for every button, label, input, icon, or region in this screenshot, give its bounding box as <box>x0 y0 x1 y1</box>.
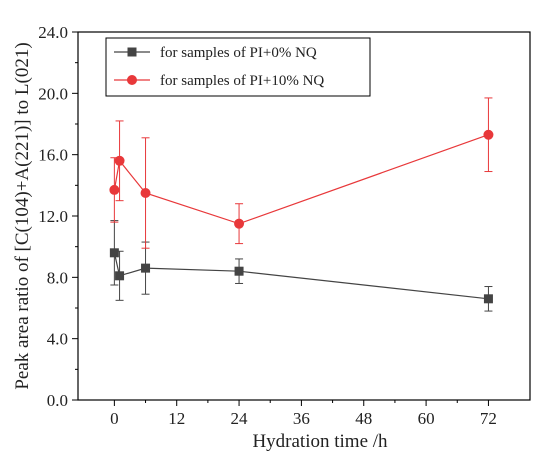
legend-marker <box>127 47 137 57</box>
data-point <box>234 266 244 276</box>
series-layer <box>109 97 494 312</box>
data-point <box>141 263 151 273</box>
x-tick-label: 48 <box>355 409 372 428</box>
legend-box <box>105 37 371 97</box>
data-point <box>114 155 125 166</box>
x-tick-label: 72 <box>480 409 497 428</box>
data-point <box>483 129 494 140</box>
y-tick-label: 0.0 <box>47 391 68 410</box>
y-tick-label: 4.0 <box>47 330 68 349</box>
series-line <box>113 134 489 225</box>
y-axis-label: Peak area ratio of [C(104)+A(221)] to L(… <box>12 42 33 389</box>
legend: for samples of PI+0% NQ for samples of PI… <box>105 37 371 97</box>
y-axis: 0.0 4.0 8.0 12.0 16.0 20.0 24.0 <box>38 23 78 410</box>
data-point <box>140 188 151 198</box>
y-tick-label: 8.0 <box>47 268 68 287</box>
series-line <box>113 252 489 300</box>
x-tick-label: 36 <box>293 409 310 428</box>
legend-marker <box>127 75 137 85</box>
x-tick-label: 0 <box>110 409 119 428</box>
y-tick-label: 12.0 <box>38 207 68 226</box>
y-tick-label: 20.0 <box>38 84 68 103</box>
y-tick-label: 24.0 <box>38 23 68 42</box>
data-point <box>115 271 125 281</box>
legend-label: for samples of PI+10% NQ <box>160 73 324 89</box>
x-tick-label: 24 <box>231 409 249 428</box>
x-axis: 0 12 24 36 48 60 72 <box>110 400 497 428</box>
data-point <box>109 184 120 195</box>
data-point <box>234 218 245 229</box>
x-tick-label: 12 <box>168 409 185 428</box>
legend-label: for samples of PI+0% NQ <box>160 45 317 61</box>
x-axis-label: Hydration time /h <box>252 431 388 452</box>
series-2 <box>109 97 494 249</box>
y-tick-label: 16.0 <box>38 146 68 165</box>
x-tick-label: 60 <box>418 409 435 428</box>
series-1 <box>109 220 493 312</box>
data-point <box>109 248 119 258</box>
data-point <box>483 294 493 304</box>
